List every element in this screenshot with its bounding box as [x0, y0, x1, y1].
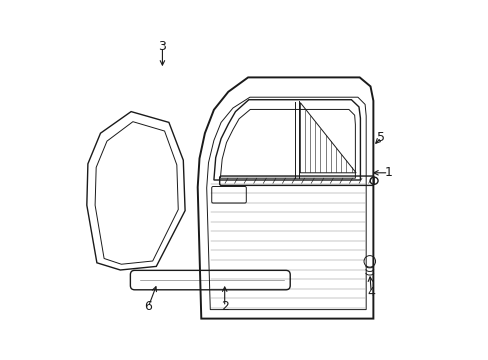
Text: 6: 6	[144, 300, 152, 313]
Text: 1: 1	[384, 166, 392, 179]
Text: 4: 4	[366, 286, 374, 299]
Text: 2: 2	[220, 300, 228, 313]
Text: 5: 5	[377, 131, 385, 144]
Text: 3: 3	[158, 40, 166, 53]
